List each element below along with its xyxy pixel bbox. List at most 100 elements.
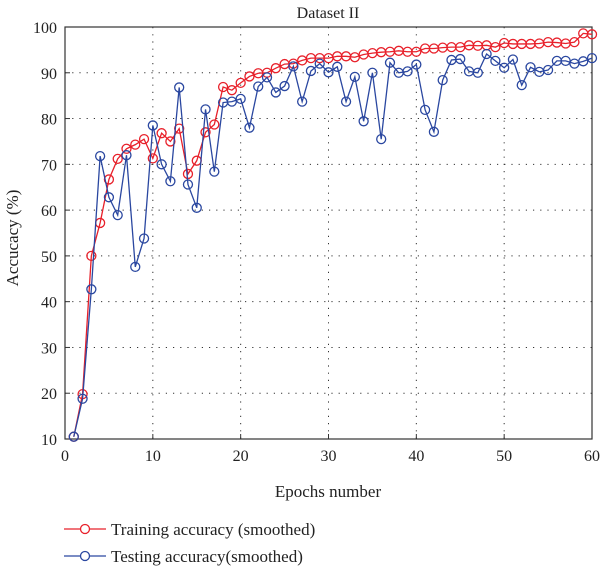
y-tick-label: 50: [41, 249, 57, 266]
plot-frame: [64, 26, 593, 440]
y-tick-label: 70: [41, 157, 57, 174]
data-point: [314, 58, 325, 69]
series-layer: [68, 28, 598, 442]
x-tick-label: 50: [496, 448, 512, 465]
data-point: [191, 202, 202, 213]
data-point: [235, 93, 246, 105]
data-point: [516, 79, 527, 91]
legend-label: Testing accuracy(smoothed): [111, 547, 303, 566]
data-point: [103, 192, 115, 203]
data-point: [112, 153, 123, 164]
y-tick-label: 20: [41, 386, 57, 403]
y-axis-label: Accucacy (%): [3, 190, 22, 287]
data-point: [578, 56, 589, 67]
data-point: [174, 82, 185, 93]
data-point: [147, 153, 158, 164]
data-point: [235, 77, 246, 88]
data-point: [349, 71, 361, 83]
data-point: [244, 122, 255, 133]
x-axis-label: Epochs number: [275, 482, 382, 501]
data-point: [112, 209, 123, 221]
data-point: [542, 64, 554, 76]
data-point: [296, 96, 308, 107]
data-point: [86, 250, 97, 262]
y-tick-label: 100: [33, 20, 57, 37]
data-point: [147, 120, 158, 131]
series-2: [68, 48, 598, 442]
data-point: [428, 126, 440, 137]
series-1: [68, 28, 598, 442]
legend: Training accuracy (smoothed) Testing accu…: [64, 520, 315, 566]
data-point: [586, 52, 598, 64]
data-point: [490, 55, 501, 67]
data-point: [490, 41, 501, 53]
data-point: [384, 57, 396, 68]
data-point: [200, 127, 211, 138]
data-point: [94, 150, 106, 162]
data-point: [472, 67, 483, 78]
x-tick-label: 40: [408, 448, 424, 465]
y-tick-label: 30: [41, 340, 57, 357]
data-point: [217, 81, 229, 93]
data-point: [77, 393, 88, 404]
data-point: [156, 128, 167, 139]
data-point: [586, 29, 598, 40]
legend-item: Training accuracy (smoothed): [64, 520, 315, 539]
data-point: [244, 71, 255, 82]
data-point: [358, 116, 369, 127]
data-point: [253, 81, 264, 92]
data-point: [165, 136, 176, 147]
y-tick-label: 80: [41, 112, 57, 129]
data-point: [165, 176, 176, 187]
x-tick-label: 30: [321, 448, 337, 465]
data-point: [138, 134, 150, 145]
data-point: [121, 150, 132, 161]
data-point: [130, 261, 141, 273]
data-point: [288, 61, 299, 72]
legend-item: Testing accuracy(smoothed): [64, 547, 303, 566]
data-point: [103, 174, 115, 185]
chart-title: Dataset II: [297, 5, 360, 22]
data-point: [481, 48, 492, 60]
data-point: [419, 104, 431, 116]
data-point: [130, 139, 141, 150]
data-point: [323, 67, 334, 78]
y-tick-label: 90: [41, 66, 57, 83]
data-point: [200, 104, 211, 115]
series-line: [73, 52, 593, 437]
data-point: [156, 159, 167, 170]
data-point: [569, 36, 580, 48]
data-point: [340, 96, 352, 107]
data-point: [270, 63, 281, 74]
data-point: [525, 62, 536, 73]
data-point: [261, 72, 273, 83]
data-point: [402, 66, 413, 77]
y-tick-label: 10: [41, 432, 57, 449]
legend-label: Training accuracy (smoothed): [111, 520, 315, 539]
x-tick-label: 10: [145, 448, 161, 465]
x-tick-label: 60: [584, 448, 600, 465]
data-point: [68, 431, 79, 442]
series-line: [73, 32, 593, 437]
data-point: [411, 59, 422, 70]
data-point: [182, 179, 194, 190]
data-point: [367, 67, 378, 78]
data-point: [376, 134, 387, 145]
data-point: [226, 85, 238, 96]
y-tick-label: 40: [41, 295, 57, 312]
data-point: [455, 53, 466, 65]
data-point: [305, 65, 317, 77]
data-point: [121, 143, 132, 154]
data-point: [279, 80, 290, 92]
data-point: [138, 233, 150, 244]
legend-marker: [79, 523, 91, 535]
legend-marker: [79, 550, 91, 562]
data-point: [270, 87, 281, 98]
y-tick-label: 60: [41, 203, 57, 220]
data-point: [499, 62, 510, 73]
data-point: [507, 54, 519, 65]
data-point: [411, 46, 422, 57]
x-tick-label: 0: [61, 448, 69, 465]
